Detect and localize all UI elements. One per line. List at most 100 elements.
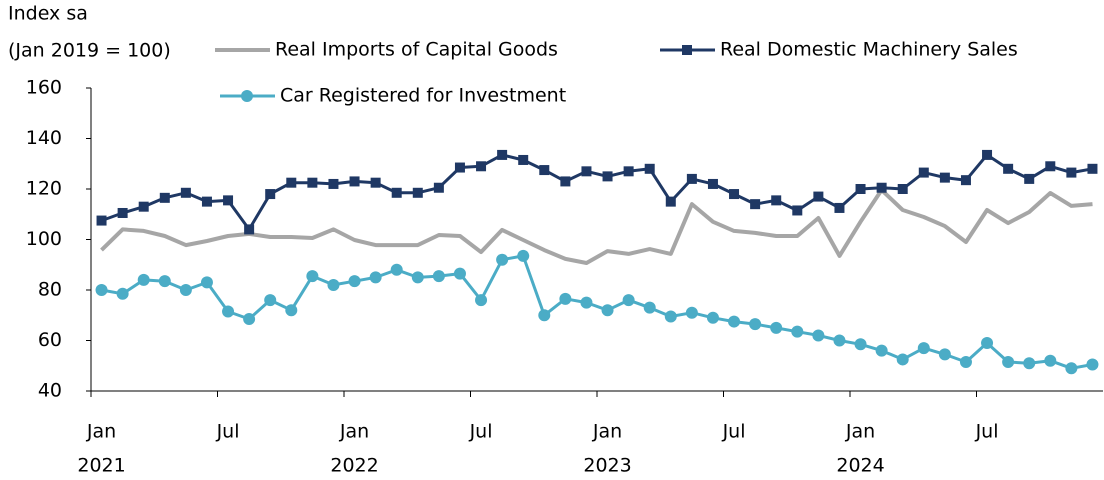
- data-point: [138, 201, 149, 212]
- x-year-label: 2023: [583, 455, 631, 477]
- data-point: [686, 173, 697, 184]
- data-point: [580, 296, 593, 309]
- data-point: [1045, 161, 1056, 172]
- y-tick-label: 120: [26, 178, 62, 200]
- data-point: [223, 195, 234, 206]
- data-point: [854, 338, 867, 351]
- x-year-label: 2022: [330, 455, 378, 477]
- data-point: [1024, 173, 1035, 184]
- data-point: [328, 178, 339, 189]
- data-point: [1066, 167, 1077, 178]
- data-point: [411, 271, 424, 284]
- data-point: [96, 215, 107, 226]
- x-tick-label: Jul: [469, 421, 493, 443]
- data-point: [791, 325, 804, 338]
- data-point: [601, 304, 614, 317]
- y-tick-label: 40: [38, 380, 62, 402]
- data-point: [518, 154, 529, 165]
- y-axis-label: Index sa: [8, 3, 88, 25]
- data-point: [539, 165, 550, 176]
- data-point: [538, 309, 551, 322]
- data-point: [1023, 357, 1036, 370]
- data-point: [243, 313, 256, 326]
- data-point: [581, 166, 592, 177]
- data-point: [729, 189, 740, 200]
- x-tick-label: Jan: [339, 421, 369, 443]
- data-point: [180, 187, 191, 198]
- data-point: [897, 184, 908, 194]
- data-point: [432, 270, 445, 283]
- data-point: [327, 278, 340, 291]
- data-point: [623, 166, 634, 177]
- data-point: [454, 162, 465, 173]
- x-tick-label: Jul: [216, 421, 240, 443]
- data-point: [496, 253, 509, 266]
- data-point: [117, 207, 128, 218]
- data-point: [286, 177, 297, 188]
- data-point: [517, 249, 530, 262]
- data-point: [792, 205, 803, 216]
- data-point: [369, 271, 382, 284]
- legend-label: Real Domestic Machinery Sales: [720, 39, 1018, 61]
- data-point: [1065, 362, 1078, 375]
- data-point: [876, 182, 887, 193]
- data-point: [813, 191, 824, 202]
- data-point: [1086, 358, 1099, 371]
- data-point: [917, 342, 930, 355]
- data-point: [559, 292, 572, 305]
- data-point: [896, 353, 909, 366]
- data-point: [306, 270, 319, 283]
- data-point: [771, 195, 782, 206]
- data-point: [244, 224, 255, 235]
- series-line: [100, 153, 1093, 231]
- data-point: [349, 176, 360, 187]
- data-point: [497, 149, 508, 160]
- data-point: [685, 306, 698, 319]
- x-tick-label: Jul: [975, 421, 999, 443]
- data-point: [834, 202, 845, 213]
- data-point: [728, 315, 741, 328]
- x-tick-label: Jan: [845, 421, 875, 443]
- data-point: [116, 287, 129, 300]
- legend-label: Car Registered for Investment: [280, 85, 566, 107]
- data-point: [95, 284, 108, 296]
- legend-label: Real Imports of Capital Goods: [275, 39, 558, 61]
- data-point: [285, 304, 298, 317]
- data-point: [939, 172, 950, 183]
- data-point: [812, 329, 825, 342]
- data-point: [307, 177, 318, 188]
- y-tick-label: 100: [26, 228, 62, 250]
- y-tick-label: 60: [38, 329, 62, 351]
- x-tick-label: Jan: [86, 421, 116, 443]
- data-point: [476, 161, 487, 172]
- data-point: [264, 294, 277, 307]
- y-axis-label: (Jan 2019 = 100): [8, 40, 171, 62]
- data-point: [918, 167, 929, 178]
- data-point: [412, 187, 423, 198]
- data-point: [201, 196, 212, 207]
- data-point: [707, 178, 718, 189]
- data-point: [265, 189, 276, 200]
- data-point: [959, 355, 972, 368]
- data-point: [1087, 163, 1098, 174]
- data-point: [1003, 163, 1014, 174]
- data-point: [982, 149, 993, 160]
- data-point: [348, 275, 361, 288]
- data-point: [433, 182, 444, 193]
- data-point: [137, 273, 150, 286]
- data-point: [833, 334, 846, 347]
- data-point: [222, 305, 235, 318]
- data-point: [390, 263, 403, 276]
- data-point: [1044, 354, 1057, 367]
- data-point: [475, 294, 488, 307]
- data-point: [770, 321, 783, 334]
- y-tick-label: 80: [38, 279, 62, 301]
- legend-marker: [241, 90, 253, 102]
- series-line: [100, 188, 1093, 265]
- data-point: [664, 310, 677, 323]
- x-year-label: 2021: [77, 455, 125, 477]
- x-tick-label: Jul: [722, 421, 746, 443]
- x-year-label: 2024: [836, 455, 884, 477]
- data-point: [179, 284, 192, 296]
